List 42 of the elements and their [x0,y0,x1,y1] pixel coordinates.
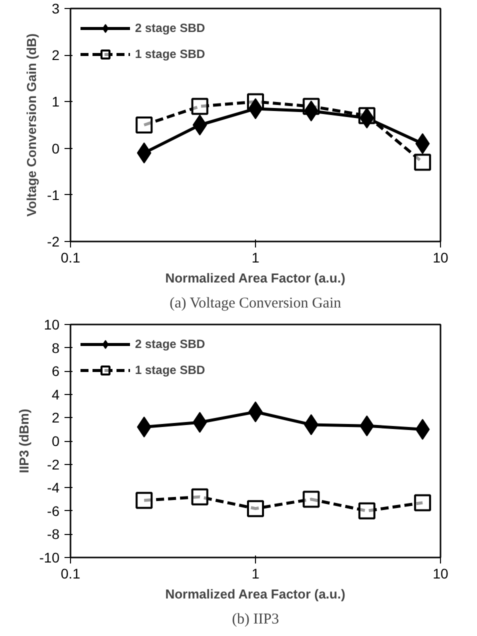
y-tick-label: 2 [52,410,60,426]
x-tick-label: 10 [432,566,448,582]
legend-label: 2 stage SBD [135,21,206,35]
y-tick-label: 4 [52,386,60,402]
y-tick-label: 2 [52,47,60,64]
y-tick-label: 0 [52,140,60,156]
point [136,116,153,134]
point [358,502,376,520]
legend-label: 1 stage SBD [135,47,206,61]
point [414,494,432,512]
x-tick-label: 1 [252,566,260,582]
y-tick-label: -2 [47,456,60,472]
x-axis-title: Normalized Area Factor (a.u.) [165,270,346,286]
y-tick-label: 8 [52,340,60,356]
point [247,500,264,518]
x-tick-label: 0.1 [60,566,80,582]
x-tick-label: 0.1 [60,250,80,266]
y-tick-label: -4 [47,480,60,496]
x-tick-label: 10 [432,250,448,266]
x-axis-title: Normalized Area Factor (a.u.) [165,586,346,602]
y-tick-label: 0 [52,433,60,449]
point [136,492,153,509]
text: (b) IIP3 [232,612,280,628]
point [191,488,208,506]
y-tick-label: -6 [47,502,60,519]
y-tick-label: -10 [39,550,60,566]
x-tick-label: 1 [252,250,260,266]
point [414,154,432,171]
point [191,98,208,115]
legend-label: 1 stage SBD [135,363,206,377]
text: (a) Voltage Conversion Gain [170,296,342,312]
point [302,490,320,508]
y-tick-label: 1 [52,94,60,110]
y-axis-title: IIP3 (dBm) [16,408,32,474]
y-tick-label: -2 [47,234,60,250]
y-tick-label: -1 [47,186,60,203]
y-axis-title: Voltage Conversion Gain (dB) [24,33,40,217]
legend-label: 2 stage SBD [135,337,206,351]
y-tick-label: 3 [52,0,60,16]
y-tick-label: 6 [52,363,60,380]
y-tick-label: -8 [47,526,60,542]
y-tick-label: 10 [44,316,60,332]
